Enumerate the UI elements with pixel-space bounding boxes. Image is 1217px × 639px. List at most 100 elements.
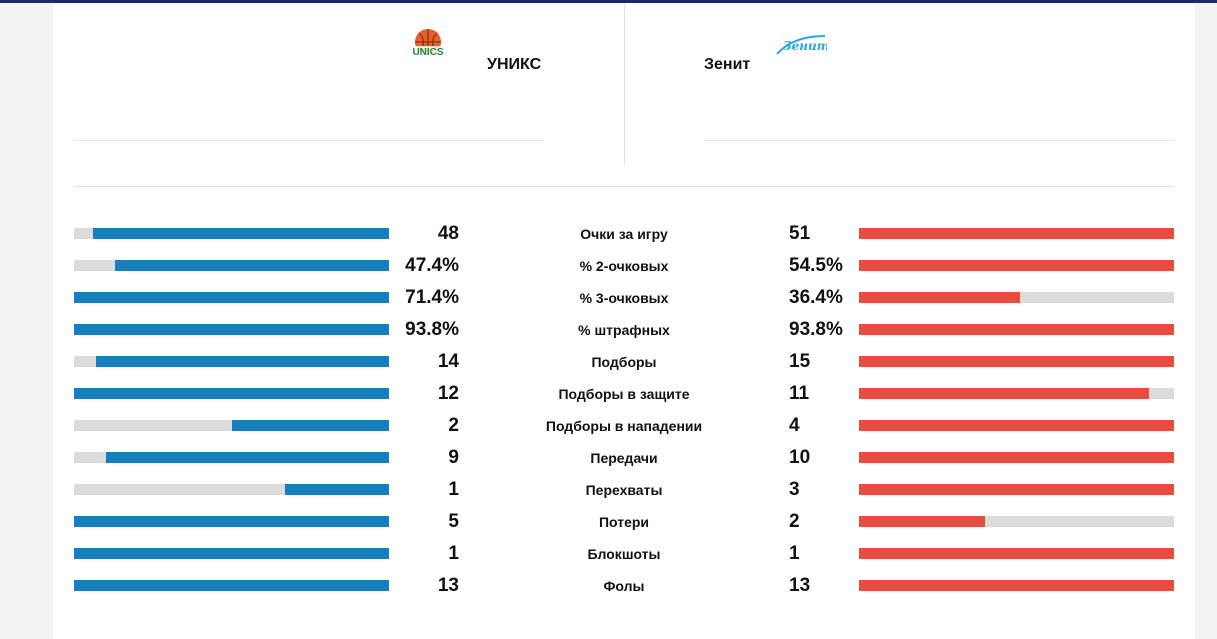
away-stat-bar xyxy=(859,484,1174,495)
svg-text:Зенит: Зенит xyxy=(783,39,827,53)
away-stat-bar-fill xyxy=(859,388,1149,399)
away-header-divider xyxy=(704,140,1174,141)
home-stat-bar-fill xyxy=(74,516,389,527)
home-header-divider xyxy=(74,140,544,141)
zenit-logo-icon: Зенит xyxy=(776,35,827,55)
home-stat-bar xyxy=(74,260,389,271)
away-stat-bar-fill xyxy=(859,356,1174,367)
away-stat-bar xyxy=(859,452,1174,463)
home-stat-value: 13 xyxy=(437,575,459,596)
away-stat-value: 13 xyxy=(789,575,811,596)
away-stat-bar xyxy=(859,548,1174,559)
svg-text:UNICS: UNICS xyxy=(412,47,443,58)
home-stat-bar xyxy=(74,356,389,367)
stat-row: 13 Фолы 13 xyxy=(0,570,1217,602)
home-stat-value: 12 xyxy=(437,383,459,404)
away-stat-value: 4 xyxy=(789,415,800,436)
home-stat-bar xyxy=(74,228,389,239)
stat-row: 12 Подборы в защите 11 xyxy=(0,378,1217,410)
stat-label: Перехваты xyxy=(585,482,663,498)
stat-label: Подборы xyxy=(591,354,657,370)
away-stat-bar-fill xyxy=(859,324,1174,335)
home-stat-bar-fill xyxy=(74,324,389,335)
home-stat-value: 71.4% xyxy=(405,287,459,308)
away-stat-value: 36.4% xyxy=(789,287,843,308)
home-stat-bar xyxy=(74,484,389,495)
stat-label: Подборы в нападении xyxy=(545,418,703,434)
home-stat-bar xyxy=(74,548,389,559)
home-stat-value: 5 xyxy=(448,511,459,532)
away-stat-bar xyxy=(859,324,1174,335)
away-stat-bar-fill xyxy=(859,484,1174,495)
away-stat-value: 54.5% xyxy=(789,255,843,276)
stat-label: % 2-очковых xyxy=(579,258,669,274)
away-stat-value: 11 xyxy=(789,383,810,404)
stat-label: Передачи xyxy=(590,450,658,466)
home-stat-value: 1 xyxy=(448,479,459,500)
home-stat-value: 14 xyxy=(437,351,459,372)
away-stat-bar-fill xyxy=(859,292,1020,303)
stat-row: 2 Подборы в нападении 4 xyxy=(0,410,1217,442)
away-stat-bar xyxy=(859,420,1174,431)
home-stat-bar-fill xyxy=(74,292,389,303)
away-stat-bar-fill xyxy=(859,228,1174,239)
stat-row: 1 Блокшоты 1 xyxy=(0,538,1217,570)
stat-row: 14 Подборы 15 xyxy=(0,346,1217,378)
home-stat-bar-fill xyxy=(74,548,389,559)
home-stat-bar xyxy=(74,420,389,431)
home-stat-value: 47.4% xyxy=(405,255,459,276)
away-stat-bar xyxy=(859,356,1174,367)
unics-logo-icon: UNICS xyxy=(411,29,445,58)
home-stat-value: 9 xyxy=(448,447,459,468)
stat-label: Очки за игру xyxy=(580,226,668,242)
stat-label: Потери xyxy=(598,514,650,530)
away-stat-value: 93.8% xyxy=(789,319,843,340)
home-stat-bar-fill xyxy=(105,452,389,463)
home-stat-value: 1 xyxy=(448,543,459,564)
stat-row: 48 Очки за игру 51 xyxy=(0,218,1217,250)
stat-row: 9 Передачи 10 xyxy=(0,442,1217,474)
home-stat-bar-fill xyxy=(74,388,389,399)
stat-row: 5 Потери 2 xyxy=(0,506,1217,538)
home-stat-value: 2 xyxy=(448,415,459,436)
stat-row: 71.4% % 3-очковых 36.4% xyxy=(0,282,1217,314)
away-stat-bar xyxy=(859,228,1174,239)
away-team-name: Зенит xyxy=(704,56,751,73)
home-team-name: УНИКС xyxy=(487,56,542,73)
top-accent-line xyxy=(0,0,1217,3)
away-stat-bar-fill xyxy=(859,420,1174,431)
away-stat-bar xyxy=(859,516,1174,527)
home-stat-bar xyxy=(74,388,389,399)
away-stat-bar-fill xyxy=(859,516,985,527)
away-stat-bar-fill xyxy=(859,580,1174,591)
home-stat-bar xyxy=(74,580,389,591)
home-stat-value: 93.8% xyxy=(405,319,459,340)
stat-label: Блокшоты xyxy=(587,546,661,562)
home-stat-bar-fill xyxy=(74,580,389,591)
home-stat-bar-fill xyxy=(114,260,389,271)
stat-label: % 3-очковых xyxy=(579,290,669,306)
away-stat-value: 1 xyxy=(789,543,800,564)
away-stat-bar xyxy=(859,292,1174,303)
away-stat-value: 2 xyxy=(789,511,800,532)
stat-label: Фолы xyxy=(603,578,645,594)
stat-row: 1 Перехваты 3 xyxy=(0,474,1217,506)
away-stat-bar xyxy=(859,260,1174,271)
home-stat-bar-fill xyxy=(285,484,389,495)
stats-top-divider xyxy=(74,186,1174,187)
stat-row: 93.8% % штрафных 93.8% xyxy=(0,314,1217,346)
home-stat-bar-fill xyxy=(231,420,389,431)
stat-label: % штрафных xyxy=(578,322,670,338)
away-stat-bar-fill xyxy=(859,452,1174,463)
home-stat-bar xyxy=(74,516,389,527)
away-stat-bar-fill xyxy=(859,260,1174,271)
home-stat-bar xyxy=(74,292,389,303)
away-stat-value: 15 xyxy=(789,351,811,372)
away-stat-bar xyxy=(859,580,1174,591)
teams-center-divider xyxy=(624,3,625,165)
away-stat-value: 51 xyxy=(789,223,811,244)
away-stat-value: 10 xyxy=(789,447,811,468)
stat-label: Подборы в защите xyxy=(558,386,690,402)
home-stat-value: 48 xyxy=(437,223,459,244)
home-stat-bar-fill xyxy=(92,228,389,239)
